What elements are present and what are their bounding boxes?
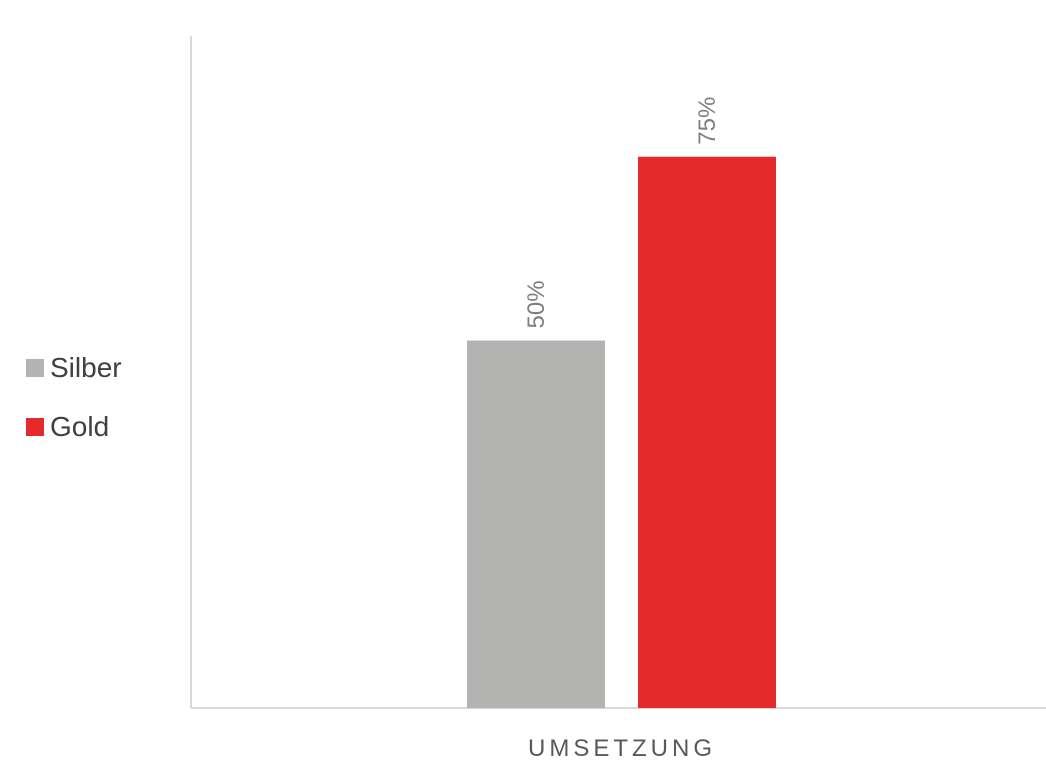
bar-silber [467, 340, 605, 708]
category-label: UMSETZUNG [528, 735, 716, 761]
legend-label-silber: Silber [50, 352, 122, 383]
legend-label-gold: Gold [50, 411, 110, 442]
bars-group [467, 156, 776, 708]
chart-legend: Silber Gold [26, 346, 122, 464]
data-labels-group: 50% 75% [523, 97, 721, 329]
data-label-silber: 50% [523, 280, 550, 328]
legend-item-gold: Gold [26, 405, 122, 449]
legend-item-silber: Silber [26, 346, 122, 390]
legend-swatch-gold [26, 418, 44, 436]
bar-gold [638, 156, 776, 708]
legend-swatch-silber [26, 359, 44, 377]
data-label-gold: 75% [694, 97, 721, 145]
